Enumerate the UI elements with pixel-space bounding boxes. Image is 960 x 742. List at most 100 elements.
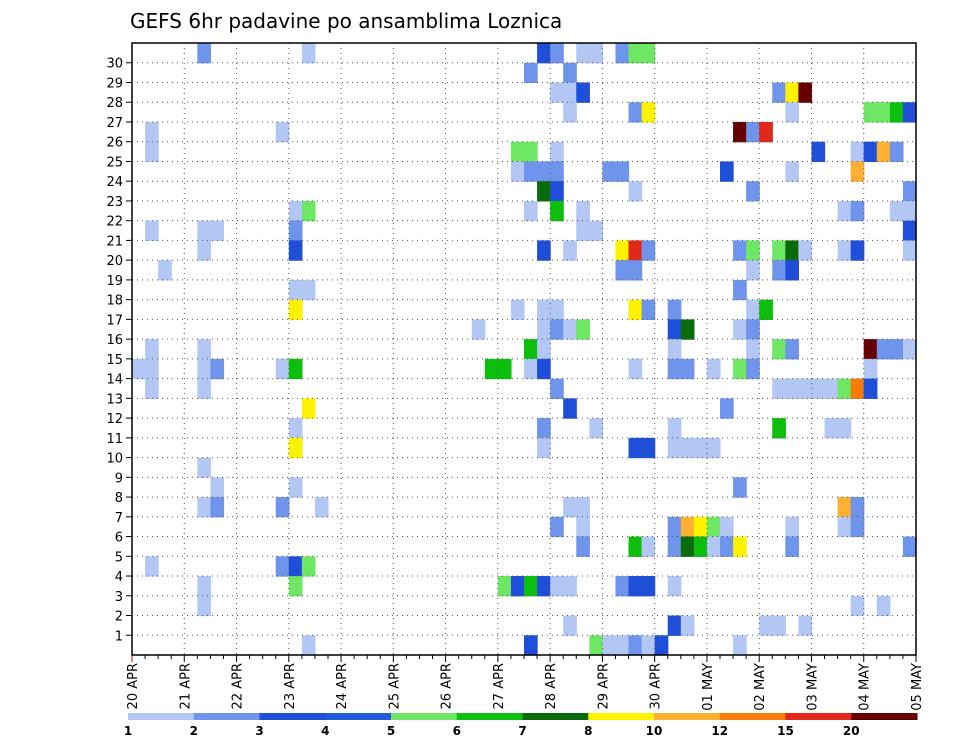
heatmap-cell — [145, 358, 159, 380]
legend-label: 2 — [190, 724, 198, 738]
heatmap-cell — [563, 615, 577, 636]
y-tick-label: 26 — [106, 136, 123, 151]
heatmap-cell — [693, 536, 708, 557]
heatmap-cell — [524, 635, 538, 656]
heatmap-cell — [889, 339, 904, 360]
heatmap-cell — [837, 378, 852, 399]
y-tick-label: 21 — [106, 234, 123, 249]
heatmap-cell — [275, 358, 290, 380]
heatmap-cell — [667, 358, 682, 380]
heatmap-cell — [876, 339, 891, 360]
heatmap-cell — [524, 576, 538, 597]
heatmap-cell — [863, 378, 878, 399]
legend-swatch — [851, 713, 918, 720]
y-tick-label: 23 — [106, 195, 123, 210]
heatmap-cell — [720, 516, 734, 538]
legend-swatch — [128, 713, 195, 720]
heatmap-cell — [550, 516, 564, 538]
heatmap-cell — [537, 319, 551, 340]
heatmap-cell — [602, 161, 617, 182]
heatmap-cell — [524, 339, 538, 360]
heatmap-cells — [132, 43, 917, 656]
heatmap-cell — [733, 536, 747, 557]
heatmap-cell — [746, 339, 760, 360]
heatmap-cell — [288, 418, 303, 439]
heatmap-cell — [837, 200, 852, 222]
heatmap-cell — [563, 576, 577, 597]
heatmap-cell — [550, 576, 564, 597]
heatmap-cell — [197, 576, 211, 597]
heatmap-cell — [772, 418, 786, 439]
x-tick-label: 27 APR — [492, 663, 507, 709]
heatmap-cell — [641, 635, 656, 656]
heatmap-cell — [628, 437, 643, 459]
heatmap-cell — [524, 141, 538, 163]
heatmap-cell — [667, 418, 682, 439]
x-tick-label: 28 APR — [544, 663, 559, 709]
y-tick-label: 17 — [106, 313, 123, 328]
heatmap-cell — [850, 161, 865, 182]
y-tick-label: 8 — [115, 491, 123, 506]
heatmap-cell — [576, 82, 590, 103]
legend-swatch — [456, 713, 523, 720]
heatmap-cell — [902, 220, 917, 242]
heatmap-cell — [680, 536, 695, 557]
heatmap-cell — [811, 378, 826, 399]
heatmap-cell — [615, 43, 630, 64]
heatmap-cell — [746, 181, 760, 202]
heatmap-cell — [576, 497, 590, 518]
heatmap-cell — [667, 319, 682, 340]
heatmap-cell — [641, 437, 656, 459]
heatmap-cell — [863, 102, 878, 123]
heatmap-cell — [563, 398, 577, 419]
x-tick-label: 23 APR — [283, 663, 298, 709]
heatmap-cell — [145, 220, 159, 242]
heatmap-cell — [733, 358, 747, 380]
heatmap-cell — [550, 43, 564, 64]
legend-label: 6 — [453, 724, 461, 738]
heatmap-cell — [785, 240, 799, 261]
heatmap-cell — [641, 576, 656, 597]
legend-label: 12 — [711, 724, 728, 738]
heatmap-cell — [158, 260, 172, 281]
heatmap-cell — [733, 319, 747, 340]
legend-swatch — [785, 713, 852, 720]
heatmap-cell — [720, 161, 734, 182]
heatmap-cell — [197, 457, 211, 478]
heatmap-cell — [654, 635, 669, 656]
heatmap-cell — [902, 240, 917, 261]
legend-label: 20 — [843, 724, 860, 738]
heatmap-cell — [301, 200, 316, 222]
heatmap-cell — [537, 418, 551, 439]
y-tick-label: 9 — [115, 471, 123, 486]
heatmap-cell — [902, 536, 917, 557]
x-tick-label: 04 MAY — [858, 663, 873, 711]
heatmap-cell — [759, 121, 773, 143]
heatmap-cell — [197, 43, 211, 64]
heatmap-cell — [550, 378, 564, 399]
heatmap-cell — [197, 339, 211, 360]
y-tick-label: 3 — [115, 590, 123, 605]
heatmap-cell — [301, 43, 316, 64]
x-tick-label: 05 MAY — [910, 663, 925, 711]
heatmap-cell — [537, 181, 551, 202]
heatmap-cell — [563, 240, 577, 261]
heatmap-cell — [746, 260, 760, 281]
legend-swatch — [719, 713, 786, 720]
heatmap-cell — [850, 240, 865, 261]
x-tick-label: 25 APR — [387, 663, 402, 709]
heatmap-cell — [589, 220, 603, 242]
heatmap-cell — [615, 576, 630, 597]
heatmap-cell — [720, 536, 734, 557]
heatmap-cell — [785, 516, 799, 538]
y-tick-label: 16 — [106, 333, 123, 348]
heatmap-cell — [667, 576, 682, 597]
y-tick-label: 20 — [106, 254, 123, 269]
heatmap-cell — [863, 141, 878, 163]
x-tick-label: 30 APR — [649, 663, 664, 709]
heatmap-cell — [772, 615, 786, 636]
heatmap-cell — [785, 260, 799, 281]
heatmap-cell — [210, 497, 225, 518]
legend-label: 8 — [584, 724, 592, 738]
heatmap-cell — [837, 516, 852, 538]
